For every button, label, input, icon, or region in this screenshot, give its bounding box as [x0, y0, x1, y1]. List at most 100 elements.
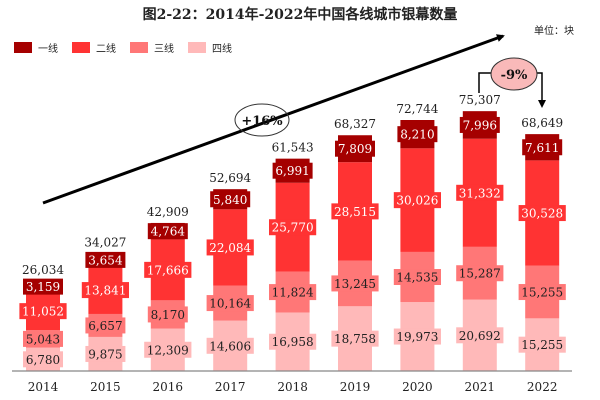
data-label: 8,170 — [151, 308, 185, 322]
legend: 一线 二线 三线 四线 — [14, 40, 232, 55]
legend-swatch — [72, 42, 90, 53]
data-label: 4,764 — [151, 225, 186, 239]
data-label-bg — [518, 284, 566, 301]
data-label-bg — [206, 295, 254, 312]
trend-arrow — [42, 34, 505, 205]
unit-label: 单位：块 — [534, 26, 574, 37]
data-label: 11,824 — [272, 286, 314, 300]
data-label-bg — [331, 275, 379, 292]
x-tick-label: 2015 — [90, 380, 121, 394]
growth-label: +16% — [241, 114, 283, 129]
data-label: 9,875 — [88, 347, 122, 361]
data-label-bg — [85, 251, 126, 268]
data-label-bg — [272, 162, 313, 179]
legend-label: 四线 — [212, 44, 232, 55]
data-label-bg — [335, 140, 375, 157]
data-label: 15,287 — [459, 267, 501, 281]
total-label: 42,909 — [147, 205, 189, 219]
chart-title: 图2-22：2014年-2022年中国各线城市银幕数量 — [142, 7, 458, 23]
data-label-bg — [393, 328, 441, 345]
data-label-bg — [144, 341, 192, 358]
data-label-bg — [85, 345, 126, 362]
legend-swatch — [14, 42, 32, 53]
data-label-bg — [81, 282, 129, 299]
data-label: 16,958 — [272, 335, 314, 349]
data-label: 7,611 — [525, 141, 559, 155]
data-label: 5,840 — [213, 193, 247, 207]
data-label-bg — [210, 191, 251, 208]
data-label: 12,309 — [147, 343, 189, 357]
data-label-bg — [147, 306, 188, 323]
data-label-bg — [147, 223, 188, 240]
data-label: 6,780 — [26, 353, 60, 367]
x-tick-label: 2020 — [402, 380, 433, 394]
total-label: 68,649 — [521, 116, 563, 130]
legend-item: 一线 — [14, 40, 58, 55]
x-tick-label: 2021 — [465, 380, 496, 394]
data-label: 15,255 — [521, 286, 563, 300]
legend-item: 四线 — [188, 40, 232, 55]
data-label-bg — [393, 269, 441, 286]
total-label: 61,543 — [272, 141, 314, 155]
data-label: 20,692 — [459, 329, 501, 343]
data-label-bg — [459, 116, 500, 133]
legend-swatch — [188, 42, 206, 53]
data-label-bg — [23, 351, 63, 368]
x-tick-label: 2016 — [153, 380, 184, 394]
data-label-bg — [331, 330, 379, 347]
legend-item: 二线 — [72, 40, 116, 55]
legend-label: 一线 — [38, 44, 58, 55]
data-label-bg — [23, 278, 63, 295]
data-label-bg — [23, 330, 63, 347]
total-label: 72,744 — [396, 102, 438, 116]
data-label-bg — [85, 317, 126, 334]
decline-label: -9% — [501, 68, 528, 83]
total-label: 68,327 — [334, 117, 376, 131]
x-tick-label: 2019 — [340, 380, 371, 394]
legend-swatch — [130, 42, 148, 53]
data-label-bg — [269, 284, 317, 301]
data-label: 3,159 — [26, 280, 60, 294]
total-label: 52,694 — [209, 171, 251, 185]
legend-label: 二线 — [96, 44, 116, 55]
data-label: 14,606 — [209, 339, 251, 353]
growth-ellipse — [234, 103, 290, 137]
data-label: 8,210 — [400, 128, 434, 142]
data-label: 6,657 — [88, 319, 122, 333]
total-label: 34,027 — [84, 236, 126, 250]
x-tick-label: 2017 — [215, 380, 246, 394]
data-label: 28,515 — [334, 205, 376, 219]
data-label: 7,996 — [463, 118, 497, 132]
data-label: 13,245 — [334, 277, 376, 291]
data-label: 7,809 — [338, 142, 372, 156]
data-label: 3,654 — [88, 253, 123, 267]
data-label-bg — [19, 303, 67, 320]
data-label: 10,164 — [209, 297, 251, 311]
data-label: 6,991 — [275, 164, 309, 178]
legend-item: 三线 — [130, 40, 174, 55]
data-label-bg — [269, 333, 317, 350]
data-label-bg — [144, 261, 192, 278]
decline-ellipse — [490, 57, 538, 91]
data-label-bg — [397, 126, 438, 143]
data-label: 31,332 — [459, 186, 501, 200]
x-tick-label: 2022 — [527, 380, 558, 394]
data-label-bg — [456, 265, 504, 282]
data-label-bg — [456, 184, 504, 201]
data-label-bg — [206, 337, 254, 354]
data-label: 22,084 — [209, 241, 251, 255]
data-label-bg — [522, 139, 563, 156]
x-tick-label: 2014 — [28, 380, 59, 394]
data-label: 15,255 — [521, 338, 563, 352]
data-label: 14,535 — [396, 271, 438, 285]
total-label: 26,034 — [22, 263, 64, 277]
data-label: 25,770 — [272, 221, 314, 235]
data-label-bg — [331, 203, 379, 220]
data-label: 5,043 — [26, 332, 60, 346]
data-label-bg — [518, 336, 566, 353]
data-label: 11,052 — [22, 305, 64, 319]
data-label: 19,973 — [396, 330, 438, 344]
decline-bracket — [478, 72, 542, 106]
data-label-bg — [518, 205, 566, 222]
